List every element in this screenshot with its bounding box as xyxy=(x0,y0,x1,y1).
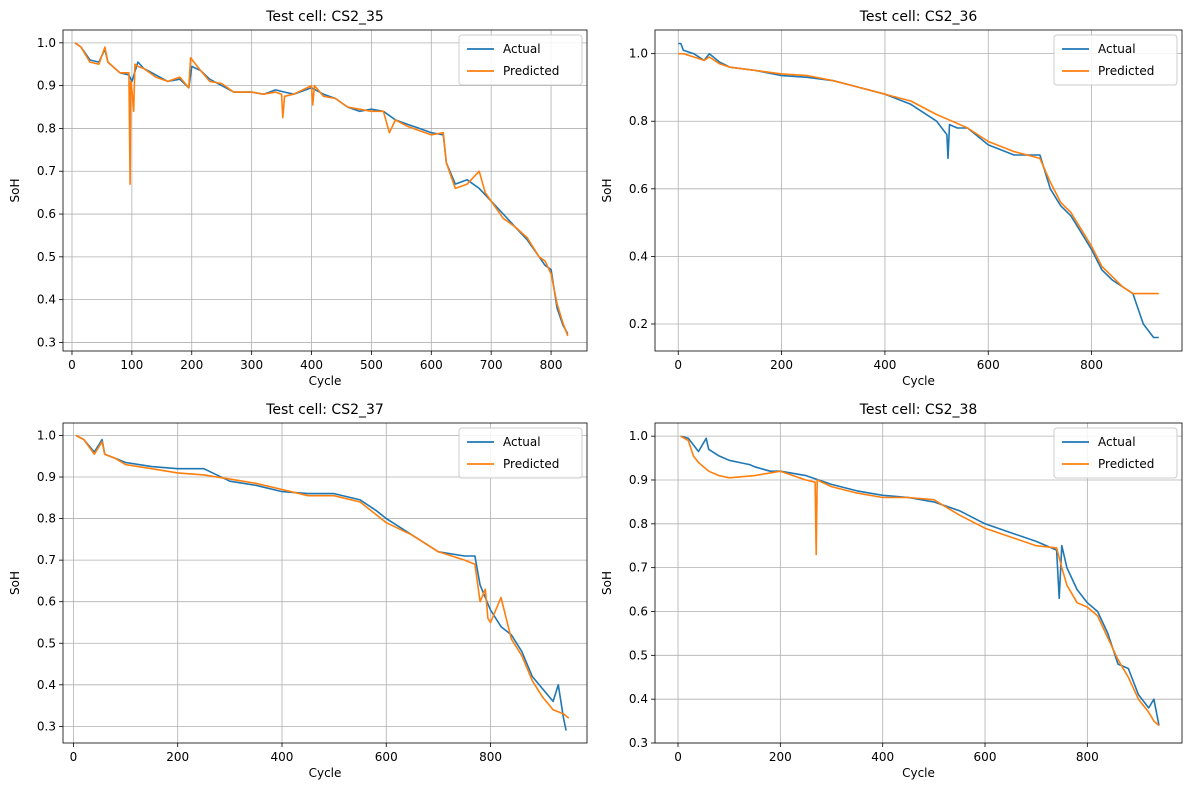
y-tick-label: 0.5 xyxy=(37,636,56,650)
y-tick-label: 0.4 xyxy=(629,249,648,263)
axes-frame xyxy=(62,29,588,352)
y-tick-label: 1.0 xyxy=(629,429,648,443)
x-tick-label: 400 xyxy=(873,358,896,372)
subplot-cs2-36: Test cell: CS2_36 Cycle SoH 0 200 400 600 80… xyxy=(600,9,1183,388)
y-tick-label: 0.3 xyxy=(37,335,56,349)
y-axis-label: SoH xyxy=(600,571,614,595)
legend: Actual Predicted xyxy=(1053,34,1178,86)
x-tick-label: 600 xyxy=(974,750,997,764)
legend-label-actual: Actual xyxy=(1098,42,1136,56)
y-tick-label: 0.3 xyxy=(37,719,56,733)
axes-frame xyxy=(654,422,1183,744)
y-tick-label: 0.7 xyxy=(37,553,56,567)
series-line-actual xyxy=(680,435,1160,726)
subplot-cs2-35: Test cell: CS2_35 Cycle SoH 0 100 200 300 40… xyxy=(8,9,588,388)
y-tick-label: 0.5 xyxy=(629,648,648,662)
x-tick-label: 0 xyxy=(68,358,76,372)
subplot-title: Test cell: CS2_38 xyxy=(859,402,978,418)
x-tick-label: 800 xyxy=(479,750,502,764)
x-tick-label: 0 xyxy=(674,750,682,764)
series-line-actual xyxy=(678,42,1159,339)
y-tick-label: 0.9 xyxy=(37,470,56,484)
y-tick-label: 0.8 xyxy=(629,114,648,128)
x-tick-label: 600 xyxy=(375,750,398,764)
y-tick-label: 0.5 xyxy=(37,250,56,264)
series-line-predicted xyxy=(680,435,1160,727)
legend-label-actual: Actual xyxy=(503,435,541,449)
legend-box xyxy=(458,34,583,86)
subplot-cs2-38: Test cell: CS2_38 Cycle SoH 0 200 400 600 80… xyxy=(600,402,1183,780)
x-tick-label: 200 xyxy=(770,358,793,372)
y-tick-label: 0.6 xyxy=(37,595,56,609)
x-tick-label: 200 xyxy=(769,750,792,764)
y-tick-label: 0.2 xyxy=(629,317,648,331)
subplot-title: Test cell: CS2_35 xyxy=(265,9,384,25)
x-tick-label: 600 xyxy=(977,358,1000,372)
series-line-predicted xyxy=(74,42,569,337)
x-tick-label: 0 xyxy=(674,358,682,372)
legend-label-actual: Actual xyxy=(1098,435,1136,449)
series-line-predicted xyxy=(678,52,1159,295)
x-tick-label: 200 xyxy=(166,750,189,764)
x-tick-label: 800 xyxy=(540,358,563,372)
y-axis-label: SoH xyxy=(600,179,614,203)
y-tick-label: 0.7 xyxy=(629,561,648,575)
legend: Actual Predicted xyxy=(458,34,583,86)
x-axis-label: Cycle xyxy=(309,766,342,780)
y-tick-label: 0.9 xyxy=(629,473,648,487)
x-axis-label: Cycle xyxy=(902,374,935,388)
x-axis-label: Cycle xyxy=(902,766,935,780)
y-tick-label: 1.0 xyxy=(629,47,648,61)
x-tick-label: 400 xyxy=(271,750,294,764)
y-tick-label: 1.0 xyxy=(37,36,56,50)
y-axis-label: SoH xyxy=(8,571,22,595)
subplot-title: Test cell: CS2_37 xyxy=(265,402,384,418)
x-tick-label: 300 xyxy=(240,358,263,372)
y-tick-label: 1.0 xyxy=(37,428,56,442)
x-tick-label: 200 xyxy=(180,358,203,372)
x-tick-label: 600 xyxy=(420,358,443,372)
subplot-cs2-37: Test cell: CS2_37 Cycle SoH 0 200 400 600 80… xyxy=(8,402,588,780)
x-tick-label: 500 xyxy=(360,358,383,372)
y-tick-label: 0.6 xyxy=(37,207,56,221)
legend-label-predicted: Predicted xyxy=(1098,457,1154,471)
legend-label-predicted: Predicted xyxy=(1098,64,1154,78)
legend-box xyxy=(458,427,583,479)
y-tick-label: 0.6 xyxy=(629,604,648,618)
y-tick-label: 0.7 xyxy=(37,164,56,178)
x-tick-label: 400 xyxy=(871,750,894,764)
x-tick-label: 0 xyxy=(70,750,78,764)
x-tick-label: 800 xyxy=(1076,750,1099,764)
legend-label-predicted: Predicted xyxy=(503,457,559,471)
subplot-title: Test cell: CS2_36 xyxy=(859,9,978,25)
y-tick-label: 0.4 xyxy=(629,692,648,706)
axes-frame xyxy=(62,422,588,744)
y-tick-label: 0.4 xyxy=(37,678,56,692)
legend-box xyxy=(1053,34,1178,86)
x-tick-label: 100 xyxy=(120,358,143,372)
legend: Actual Predicted xyxy=(1053,427,1178,479)
y-tick-label: 0.8 xyxy=(629,517,648,531)
axes-frame xyxy=(654,29,1183,352)
y-tick-label: 0.6 xyxy=(629,182,648,196)
legend-label-actual: Actual xyxy=(503,42,541,56)
x-tick-label: 700 xyxy=(480,358,503,372)
x-tick-label: 400 xyxy=(300,358,323,372)
x-tick-label: 800 xyxy=(1080,358,1103,372)
y-tick-label: 0.8 xyxy=(37,512,56,526)
series-line-predicted xyxy=(75,434,570,719)
legend-label-predicted: Predicted xyxy=(503,64,559,78)
y-tick-label: 0.9 xyxy=(37,79,56,93)
y-tick-label: 0.8 xyxy=(37,121,56,135)
y-tick-label: 0.4 xyxy=(37,293,56,307)
x-axis-label: Cycle xyxy=(309,374,342,388)
legend: Actual Predicted xyxy=(458,427,583,479)
y-axis-label: SoH xyxy=(8,179,22,203)
y-tick-label: 0.3 xyxy=(629,736,648,750)
legend-box xyxy=(1053,427,1178,479)
